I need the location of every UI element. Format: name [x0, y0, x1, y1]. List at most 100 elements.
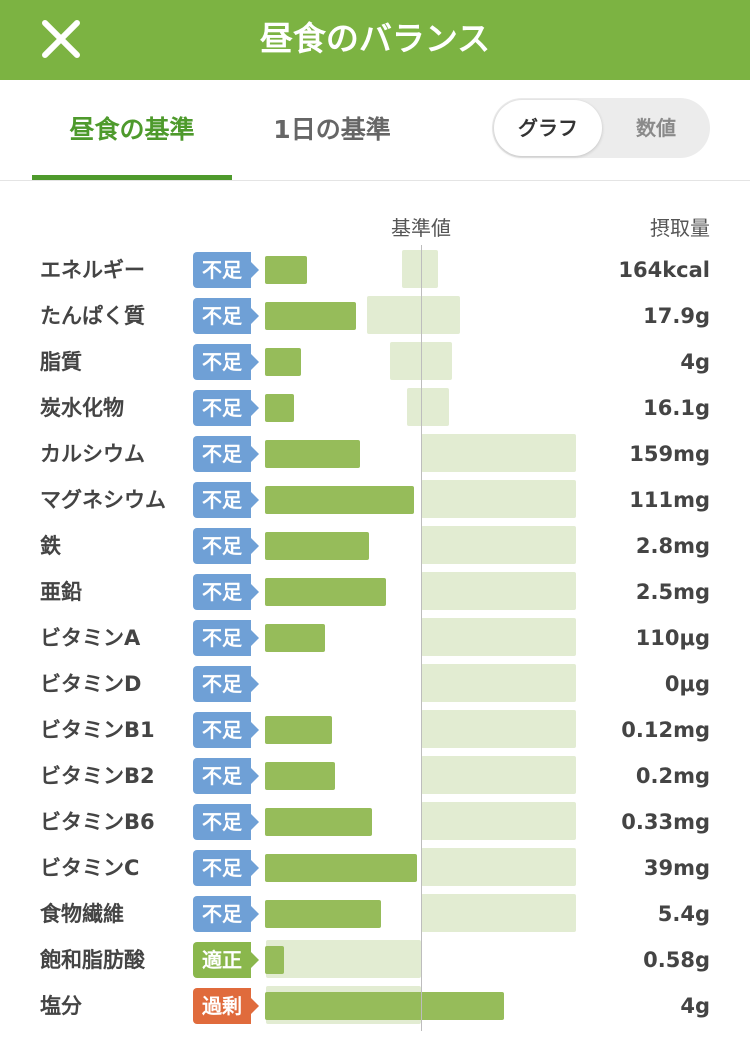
tab-lunch-standard[interactable]: 昼食の基準 — [32, 80, 232, 180]
tab-bar: 昼食の基準 1日の基準 グラフ 数値 — [0, 80, 750, 181]
intake-value: 110μg — [635, 626, 710, 650]
nutrient-row: マグネシウム 不足 111mg — [0, 477, 750, 523]
status-badge: 不足 — [193, 666, 259, 702]
intake-value: 16.1g — [643, 396, 710, 420]
intake-bar — [265, 946, 284, 974]
nutrient-name: たんぱく質 — [40, 304, 145, 328]
nutrient-row: 飽和脂肪酸 適正 0.58g — [0, 937, 750, 983]
nutrient-name: ビタミンB2 — [40, 764, 155, 788]
status-badge: 不足 — [193, 252, 259, 288]
reference-range-bar — [266, 940, 421, 978]
reference-range-bar — [421, 756, 576, 794]
page-title: 昼食のバランス — [259, 19, 491, 58]
nutrient-row: ビタミンC 不足 39mg — [0, 845, 750, 891]
intake-bar — [265, 578, 386, 606]
intake-value: 2.8mg — [635, 534, 710, 558]
reference-value-header: 基準値 — [391, 216, 451, 240]
intake-bar — [265, 256, 307, 284]
reference-range-bar — [407, 388, 449, 426]
status-badge: 不足 — [193, 390, 259, 426]
nutrient-row: 食物繊維 不足 5.4g — [0, 891, 750, 937]
reference-range-bar — [421, 618, 576, 656]
reference-range-bar — [421, 802, 576, 840]
nutrient-row: 炭水化物 不足 16.1g — [0, 385, 750, 431]
reference-range-bar — [366, 296, 460, 334]
app-header: 昼食のバランス — [0, 0, 750, 80]
intake-bar — [265, 992, 504, 1020]
intake-value: 159mg — [629, 442, 710, 466]
status-badge: 不足 — [193, 758, 259, 794]
intake-bar — [265, 440, 360, 468]
reference-range-bar — [421, 664, 576, 702]
status-badge: 不足 — [193, 298, 259, 334]
nutrient-row: カルシウム 不足 159mg — [0, 431, 750, 477]
nutrient-row: 亜鉛 不足 2.5mg — [0, 569, 750, 615]
nutrient-name: 塩分 — [40, 994, 82, 1018]
graph-view-button[interactable]: グラフ — [494, 100, 602, 156]
status-badge: 不足 — [193, 574, 259, 610]
tab-daily-standard[interactable]: 1日の基準 — [232, 80, 432, 180]
intake-header: 摂取量 — [650, 216, 710, 240]
reference-range-bar — [421, 894, 576, 932]
nutrient-row: 塩分 過剰 4g — [0, 983, 750, 1029]
intake-bar — [265, 808, 372, 836]
nutrient-row: 脂質 不足 4g — [0, 339, 750, 385]
intake-value: 0.2mg — [635, 764, 710, 788]
intake-bar — [265, 716, 332, 744]
status-badge: 不足 — [193, 620, 259, 656]
reference-range-bar — [421, 572, 576, 610]
active-tab-indicator — [32, 175, 232, 180]
nutrient-row: 鉄 不足 2.8mg — [0, 523, 750, 569]
nutrient-name: ビタミンC — [40, 856, 140, 880]
reference-range-bar — [421, 434, 576, 472]
reference-range-bar — [402, 250, 439, 288]
intake-bar — [265, 348, 301, 376]
intake-value: 0.58g — [643, 948, 710, 972]
status-badge: 不足 — [193, 436, 259, 472]
tab-label: 昼食の基準 — [69, 115, 195, 144]
intake-value: 5.4g — [657, 902, 710, 926]
close-button[interactable] — [36, 15, 86, 65]
nutrient-name: ビタミンA — [40, 626, 141, 650]
nutrient-name: 飽和脂肪酸 — [40, 948, 145, 972]
close-icon — [42, 20, 80, 58]
status-badge: 適正 — [193, 942, 259, 978]
intake-bar — [265, 854, 417, 882]
intake-bar — [265, 900, 382, 928]
nutrient-name: ビタミンB1 — [40, 718, 155, 742]
nutrient-name: ビタミンB6 — [40, 810, 155, 834]
nutrient-row: たんぱく質 不足 17.9g — [0, 293, 750, 339]
reference-range-bar — [421, 848, 576, 886]
nutrient-row: ビタミンB2 不足 0.2mg — [0, 753, 750, 799]
nutrient-name: マグネシウム — [40, 488, 166, 512]
intake-value: 164kcal — [618, 258, 710, 282]
nutrient-name: 脂質 — [40, 350, 82, 374]
view-toggle: グラフ 数値 — [492, 98, 710, 158]
intake-value: 4g — [680, 350, 710, 374]
nutrient-name: 鉄 — [40, 534, 61, 558]
status-badge: 不足 — [193, 712, 259, 748]
intake-value: 0.33mg — [621, 810, 710, 834]
status-badge: 不足 — [193, 528, 259, 564]
nutrient-name: ビタミンD — [40, 672, 142, 696]
reference-range-bar — [421, 526, 576, 564]
intake-bar — [265, 532, 369, 560]
intake-value: 2.5mg — [635, 580, 710, 604]
status-badge: 不足 — [193, 896, 259, 932]
nutrient-name: エネルギー — [40, 258, 145, 282]
nutrient-name: カルシウム — [40, 442, 145, 466]
nutrient-row: エネルギー 不足 164kcal — [0, 247, 750, 293]
intake-bar — [265, 762, 335, 790]
intake-bar — [265, 302, 357, 330]
nutrient-row: ビタミンB1 不足 0.12mg — [0, 707, 750, 753]
intake-value: 0.12mg — [621, 718, 710, 742]
nutrient-name: 食物繊維 — [40, 902, 124, 926]
intake-value: 4g — [680, 994, 710, 1018]
reference-range-bar — [421, 710, 576, 748]
nutrient-row: ビタミンA 不足 110μg — [0, 615, 750, 661]
value-view-button[interactable]: 数値 — [636, 116, 676, 140]
status-badge: 不足 — [193, 804, 259, 840]
intake-value: 111mg — [629, 488, 710, 512]
intake-value: 17.9g — [643, 304, 710, 328]
tab-label: 1日の基準 — [273, 115, 391, 144]
